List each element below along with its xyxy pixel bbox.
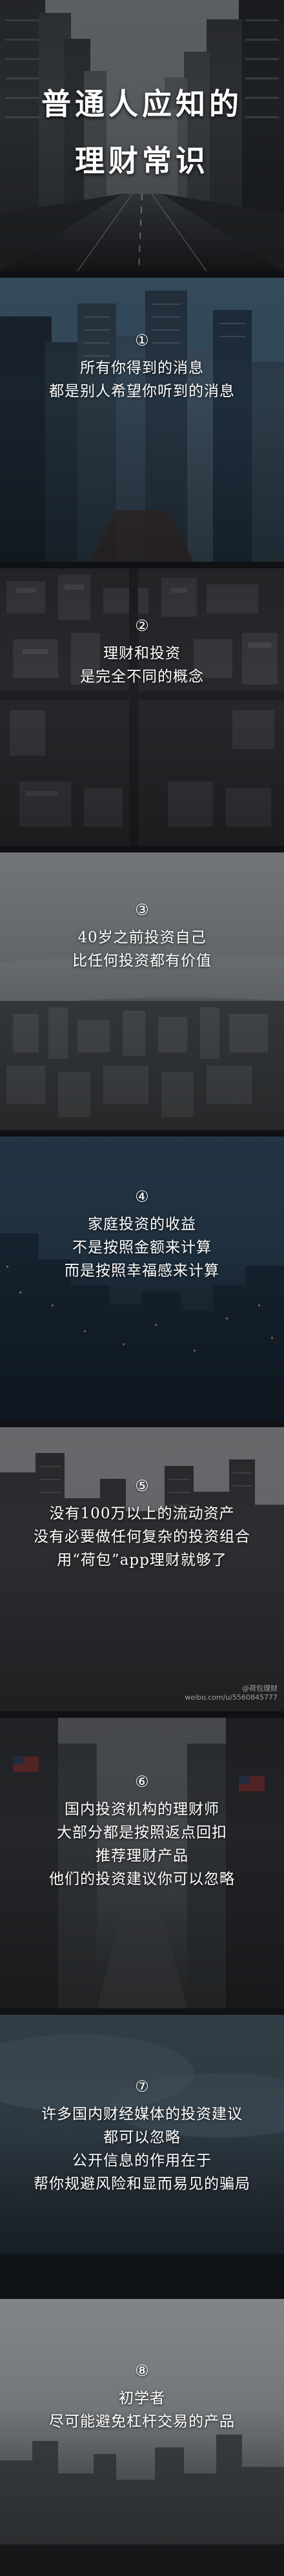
section-2-line-2: 是完全不同的概念 [80,668,204,685]
downtown-background [0,1427,284,1711]
section-6-line-3: 推荐理财产品 [96,1848,188,1864]
page-title-line1: 普通人应知的 [41,87,243,121]
section-2: ② 理财和投资 是完全不同的概念 [0,568,284,846]
section-4-line-3: 而是按照幸福感来计算 [65,1262,219,1279]
section-6-overlay [0,1718,284,2008]
overcast-sky-background [0,2015,284,2293]
watermark-account: @荷包理财 [242,1684,278,1693]
dusk-city-background [0,1137,284,1421]
section-5-number: ⑤ [135,1477,149,1495]
weibo-watermark: @荷包理财 weibo.com/u/5560845777 [185,1684,278,1702]
section-3: ③ 40岁之前投资自己 比任何投资都有价值 [0,852,284,1130]
section-7-overlay [0,2015,284,2293]
title-panel: 普通人应知的 理财常识 [0,0,284,271]
section-6-line-1: 国内投资机构的理财师 [65,1801,219,1818]
divider [0,562,284,568]
section-7-line-4: 帮你规避风险和显而易见的骗局 [34,2176,250,2192]
section-6-number: ⑥ [135,1773,149,1791]
section-7-line-2: 都可以忽略 [103,2129,181,2146]
section-4-number: ④ [135,1188,149,1206]
foggy-skyline-background [0,2299,284,2576]
section-1: ① 所有你得到的消息 都是别人希望你听到的消息 [0,278,284,562]
aerial-city-background [0,568,284,846]
river-city-background [0,852,284,1130]
section-6-line-4: 他们的投资建议你可以忽略 [49,1871,235,1888]
section-7-line-1: 许多国内财经媒体的投资建议 [41,2106,243,2123]
section-2-text: ② 理财和投资 是完全不同的概念 [0,616,284,688]
section-4: ④ 家庭投资的收益 不是按照金额来计算 而是按照幸福感来计算 [0,1137,284,1421]
section-7-number: ⑦ [135,2077,149,2096]
section-3-number: ③ [135,901,149,919]
section-6-text: ⑥ 国内投资机构的理财师 大部分都是按照返点回扣 推荐理财产品 他们的投资建议你… [0,1772,284,1891]
section-8-line-2: 尽可能避免杠杆交易的产品 [49,2413,235,2430]
section-7-line-3: 公开信息的作用在于 [72,2152,212,2169]
section-8-overlay [0,2299,284,2576]
divider [0,271,284,278]
section-7-text: ⑦ 许多国内财经媒体的投资建议 都可以忽略 公开信息的作用在于 帮你规避风险和显… [0,2077,284,2196]
section-5-line-3: 用“荷包”app理财就够了 [57,1552,227,1569]
city-street-background [0,0,284,271]
divider [0,846,284,852]
section-4-line-1: 家庭投资的收益 [88,1216,196,1233]
divider [0,2008,284,2015]
section-7: ⑦ 许多国内财经媒体的投资建议 都可以忽略 公开信息的作用在于 帮你规避风险和显… [0,2015,284,2293]
section-8-line-1: 初学者 [119,2390,165,2407]
section-1-number: ① [135,331,149,349]
section-5-overlay [0,1427,284,1711]
section-3-line-2: 比任何投资都有价值 [72,953,212,969]
watermark-url: weibo.com/u/5560845777 [185,1693,278,1702]
divider [0,2293,284,2299]
section-5: ⑤ 没有100万以上的流动资产 没有必要做任何复杂的投资组合 用“荷包”app理… [0,1427,284,1711]
section-2-line-1: 理财和投资 [103,645,181,662]
section-1-line-1: 所有你得到的消息 [80,360,204,376]
section-6-line-2: 大部分都是按照返点回扣 [57,1824,227,1841]
section-1-text: ① 所有你得到的消息 都是别人希望你听到的消息 [0,331,284,403]
section-8-number: ⑧ [135,2362,149,2380]
section-8: ⑧ 初学者 尽可能避免杠杆交易的产品 [0,2299,284,2576]
section-4-text: ④ 家庭投资的收益 不是按照金额来计算 而是按照幸福感来计算 [0,1187,284,1283]
section-1-line-2: 都是别人希望你听到的消息 [49,383,235,400]
street-flags-background [0,1718,284,2008]
section-2-number: ② [135,617,149,635]
page-title-line2: 理财常识 [75,143,209,178]
section-3-line-1: 40岁之前投资自己 [77,929,207,946]
title-overlay [0,0,284,271]
section-3-text: ③ 40岁之前投资自己 比任何投资都有价值 [0,900,284,973]
section-5-line-1: 没有100万以上的流动资产 [49,1505,235,1522]
section-4-overlay [0,1137,284,1421]
section-5-line-2: 没有必要做任何复杂的投资组合 [34,1529,250,1545]
section-1-overlay [0,278,284,562]
divider [0,1130,284,1137]
section-3-overlay [0,852,284,1130]
section-4-line-2: 不是按照金额来计算 [72,1239,212,1256]
divider [0,1421,284,1427]
divider [0,1711,284,1718]
section-8-text: ⑧ 初学者 尽可能避免杠杆交易的产品 [0,2361,284,2433]
section-5-text: ⑤ 没有100万以上的流动资产 没有必要做任何复杂的投资组合 用“荷包”app理… [0,1476,284,1572]
section-6: ⑥ 国内投资机构的理财师 大部分都是按照返点回扣 推荐理财产品 他们的投资建议你… [0,1718,284,2008]
section-2-overlay [0,568,284,846]
skyscraper-background [0,278,284,562]
